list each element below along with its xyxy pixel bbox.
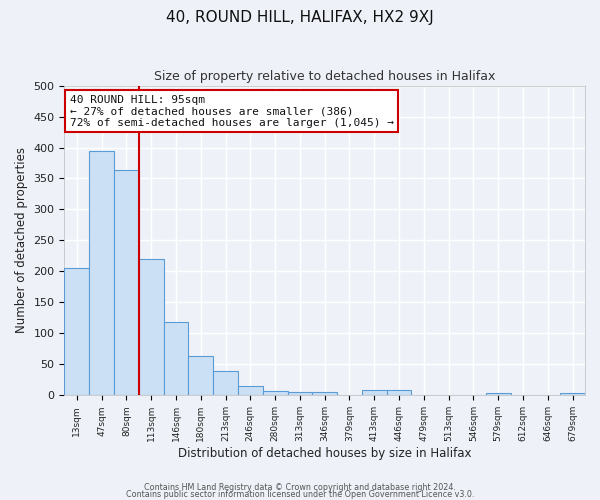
Text: Contains HM Land Registry data © Crown copyright and database right 2024.: Contains HM Land Registry data © Crown c… bbox=[144, 484, 456, 492]
Y-axis label: Number of detached properties: Number of detached properties bbox=[15, 148, 28, 334]
Title: Size of property relative to detached houses in Halifax: Size of property relative to detached ho… bbox=[154, 70, 496, 83]
Bar bbox=[362, 390, 386, 396]
Bar bbox=[386, 390, 412, 396]
Bar bbox=[287, 392, 313, 396]
Bar bbox=[89, 150, 114, 396]
Bar bbox=[238, 386, 263, 396]
Bar bbox=[164, 322, 188, 396]
X-axis label: Distribution of detached houses by size in Halifax: Distribution of detached houses by size … bbox=[178, 447, 472, 460]
Bar bbox=[114, 170, 139, 396]
Bar bbox=[313, 392, 337, 396]
Bar bbox=[64, 268, 89, 396]
Bar bbox=[139, 259, 164, 396]
Bar bbox=[263, 391, 287, 396]
Text: 40, ROUND HILL, HALIFAX, HX2 9XJ: 40, ROUND HILL, HALIFAX, HX2 9XJ bbox=[166, 10, 434, 25]
Bar bbox=[188, 356, 213, 396]
Bar bbox=[213, 370, 238, 396]
Text: Contains public sector information licensed under the Open Government Licence v3: Contains public sector information licen… bbox=[126, 490, 474, 499]
Bar bbox=[486, 394, 511, 396]
Text: 40 ROUND HILL: 95sqm
← 27% of detached houses are smaller (386)
72% of semi-deta: 40 ROUND HILL: 95sqm ← 27% of detached h… bbox=[70, 95, 394, 128]
Bar bbox=[560, 394, 585, 396]
